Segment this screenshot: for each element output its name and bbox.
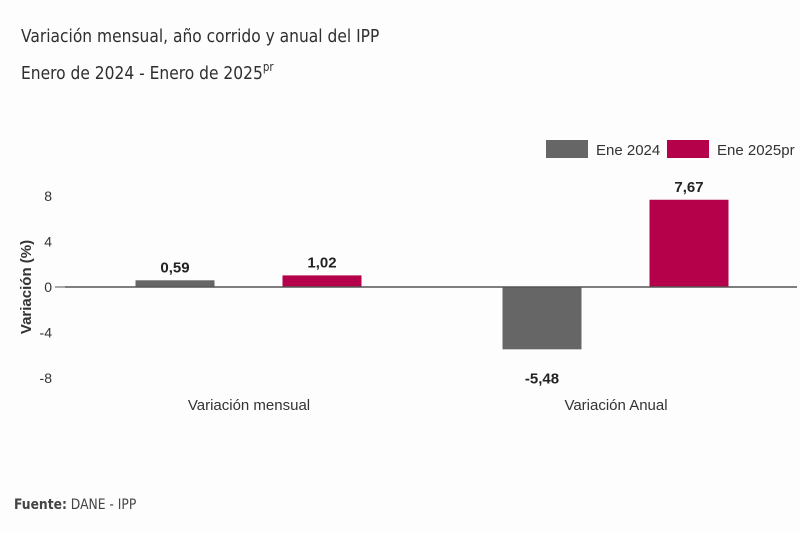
legend-label: Ene 2025pr: [717, 142, 795, 159]
source-value: DANE - IPP: [66, 497, 137, 513]
chart-subtitle-text: Enero de 2024 - Enero de 2025: [21, 63, 263, 84]
data-label: -5,48: [525, 370, 559, 387]
bar-ene-2024: [502, 287, 582, 350]
legend-swatch: [667, 140, 709, 158]
chart-title-block: Variación mensual, año corrido y anual d…: [21, 22, 379, 89]
y-axis-label: Variación (%): [18, 240, 35, 334]
data-label: 0,59: [160, 259, 189, 276]
y-tick-label: 8: [44, 188, 52, 204]
data-labels: 0,59 1,02 -5,48 7,67: [160, 179, 703, 388]
y-tick-label: 0: [44, 279, 52, 295]
legend-swatch: [546, 140, 588, 158]
y-tick-label: -8: [40, 370, 53, 386]
chart-subtitle-superscript: pr: [262, 60, 274, 74]
bars: [135, 199, 729, 350]
chart-title: Variación mensual, año corrido y anual d…: [21, 26, 380, 47]
legend: Ene 2024 Ene 2025pr: [546, 140, 795, 159]
bar-ene-2024: [135, 280, 215, 287]
legend-label: Ene 2024: [596, 142, 660, 159]
category-label: Variación mensual: [188, 397, 310, 414]
data-label: 7,67: [674, 179, 703, 196]
y-axis-ticks: 8 4 0 -4 -8: [40, 188, 65, 386]
source-label: Fuente:: [14, 497, 67, 513]
y-tick-label: 4: [44, 234, 52, 250]
bar-ene-2025pr: [649, 199, 729, 287]
category-label: Variación Anual: [564, 397, 667, 414]
data-label: 1,02: [307, 254, 336, 271]
y-tick-label: -4: [40, 325, 53, 341]
chart-subtitle: Enero de 2024 - Enero de 2025pr: [21, 52, 379, 89]
bar-ene-2025pr: [282, 275, 362, 287]
source-note: Fuente: DANE - IPP: [14, 497, 136, 513]
category-labels: Variación mensual Variación Anual: [188, 397, 668, 414]
